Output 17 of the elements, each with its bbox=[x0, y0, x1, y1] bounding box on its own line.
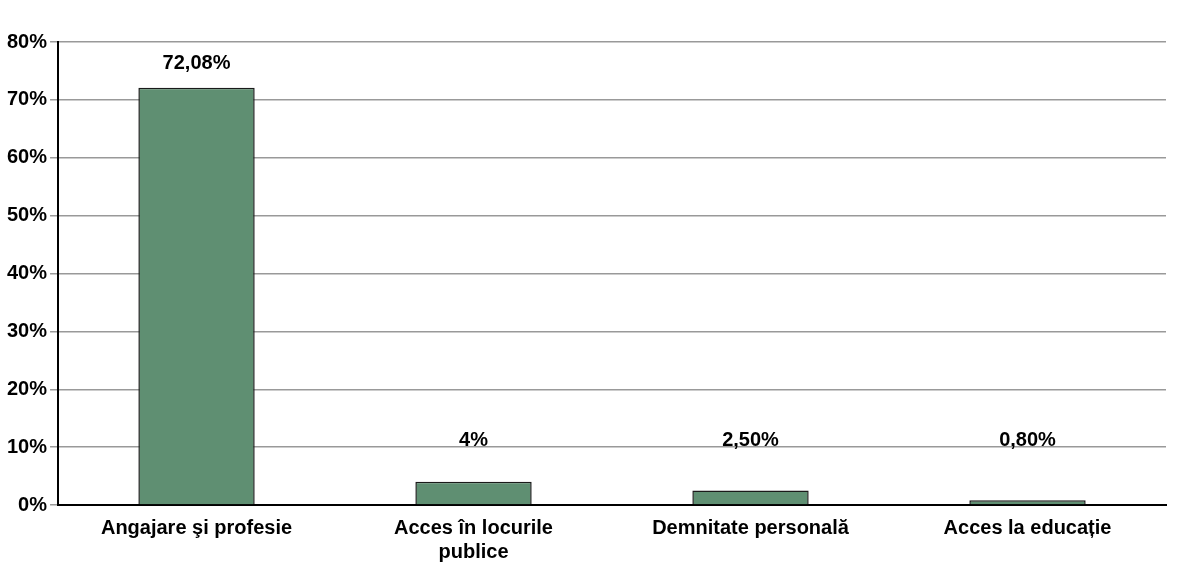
y-tick-label: 60% bbox=[7, 145, 48, 168]
x-tick-label: Acces la educație bbox=[943, 515, 1112, 538]
y-tick-label: 70% bbox=[7, 87, 48, 110]
x-tick-label: Demnitate personală bbox=[652, 515, 850, 538]
data-label: 0,80% bbox=[999, 428, 1057, 450]
y-tick-label: 30% bbox=[7, 318, 48, 341]
data-label: 4% bbox=[459, 428, 489, 450]
y-tick-label: 10% bbox=[7, 434, 48, 457]
data-label: 2,50% bbox=[722, 428, 780, 450]
y-tick-label: 50% bbox=[7, 203, 48, 226]
y-tick-label: 80% bbox=[7, 29, 48, 52]
data-label: 72,08% bbox=[162, 51, 231, 74]
y-tick-label: 0% bbox=[18, 492, 48, 515]
y-tick-label: 40% bbox=[7, 261, 48, 284]
x-tick-label: Angajare şi profesie bbox=[100, 515, 293, 538]
y-tick-label: 20% bbox=[7, 376, 48, 399]
x-tick-label: Acces în locurile publice bbox=[394, 515, 553, 562]
